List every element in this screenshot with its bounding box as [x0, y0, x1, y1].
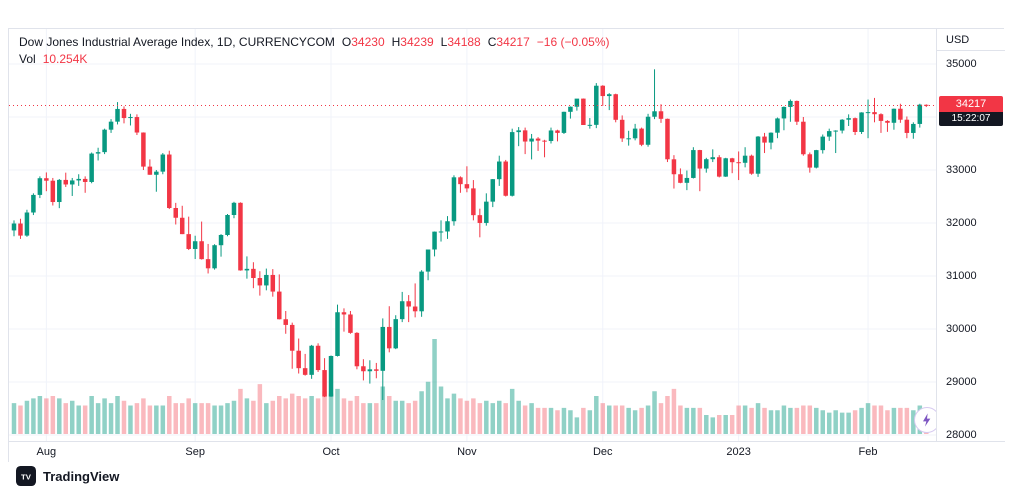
time-axis-label: Oct: [322, 446, 340, 458]
low-value: L34188: [440, 35, 481, 49]
change-value: −16 (−0.05%): [536, 35, 610, 49]
lightning-button[interactable]: [914, 407, 936, 433]
time-axis-label: Feb: [858, 446, 878, 458]
high-value: H34239: [391, 35, 434, 49]
time-axis-label: 2023: [726, 446, 751, 458]
price-axis-label: 28000: [946, 429, 977, 441]
last-price-badge-group[interactable]: 34217 15:22:07: [939, 96, 1003, 127]
time-axis-label: Nov: [457, 446, 477, 458]
legend: Dow Jones Industrial Average Index, 1D, …: [19, 34, 610, 67]
price-axis[interactable]: USD 350003400033000320003100030000290002…: [936, 29, 1005, 441]
close-value: C34217: [487, 35, 530, 49]
time-axis-label: Aug: [36, 446, 57, 458]
price-axis-label: 33000: [946, 164, 977, 176]
volume-label[interactable]: Vol: [19, 52, 36, 66]
chart-plot[interactable]: Dow Jones Industrial Average Index, 1D, …: [9, 29, 936, 441]
lightning-icon: [923, 413, 931, 427]
price-chart-svg[interactable]: [9, 29, 936, 441]
time-axis-label: Dec: [592, 446, 613, 458]
volume-value: 10.254K: [42, 52, 88, 66]
chart-widget: Dow Jones Industrial Average Index, 1D, …: [8, 28, 1005, 462]
open-value: O34230: [341, 35, 385, 49]
bar-countdown-badge: 15:22:07: [939, 112, 1003, 127]
price-axis-label: 35000: [946, 58, 977, 70]
price-axis-label: 32000: [946, 217, 977, 229]
attribution-footer: TV TradingView: [16, 466, 119, 486]
legend-row-volume: Vol 10.254K: [19, 51, 610, 67]
price-axis-label: 30000: [946, 323, 977, 335]
tradingview-logo-icon[interactable]: TV: [16, 466, 36, 486]
legend-row-ohlc: Dow Jones Industrial Average Index, 1D, …: [19, 34, 610, 50]
tradingview-brand-text[interactable]: TradingView: [43, 468, 120, 484]
currency-label[interactable]: USD: [937, 29, 1005, 51]
price-axis-label: 29000: [946, 376, 977, 388]
last-price-badge: 34217: [939, 96, 1003, 113]
time-axis-label: Sep: [185, 446, 205, 458]
svg-text:TV: TV: [21, 472, 32, 481]
time-axis[interactable]: Aug Sep Oct Nov Dec 2023 Feb: [9, 441, 1005, 462]
symbol-title[interactable]: Dow Jones Industrial Average Index, 1D, …: [19, 35, 335, 49]
price-axis-label: 31000: [946, 270, 977, 282]
